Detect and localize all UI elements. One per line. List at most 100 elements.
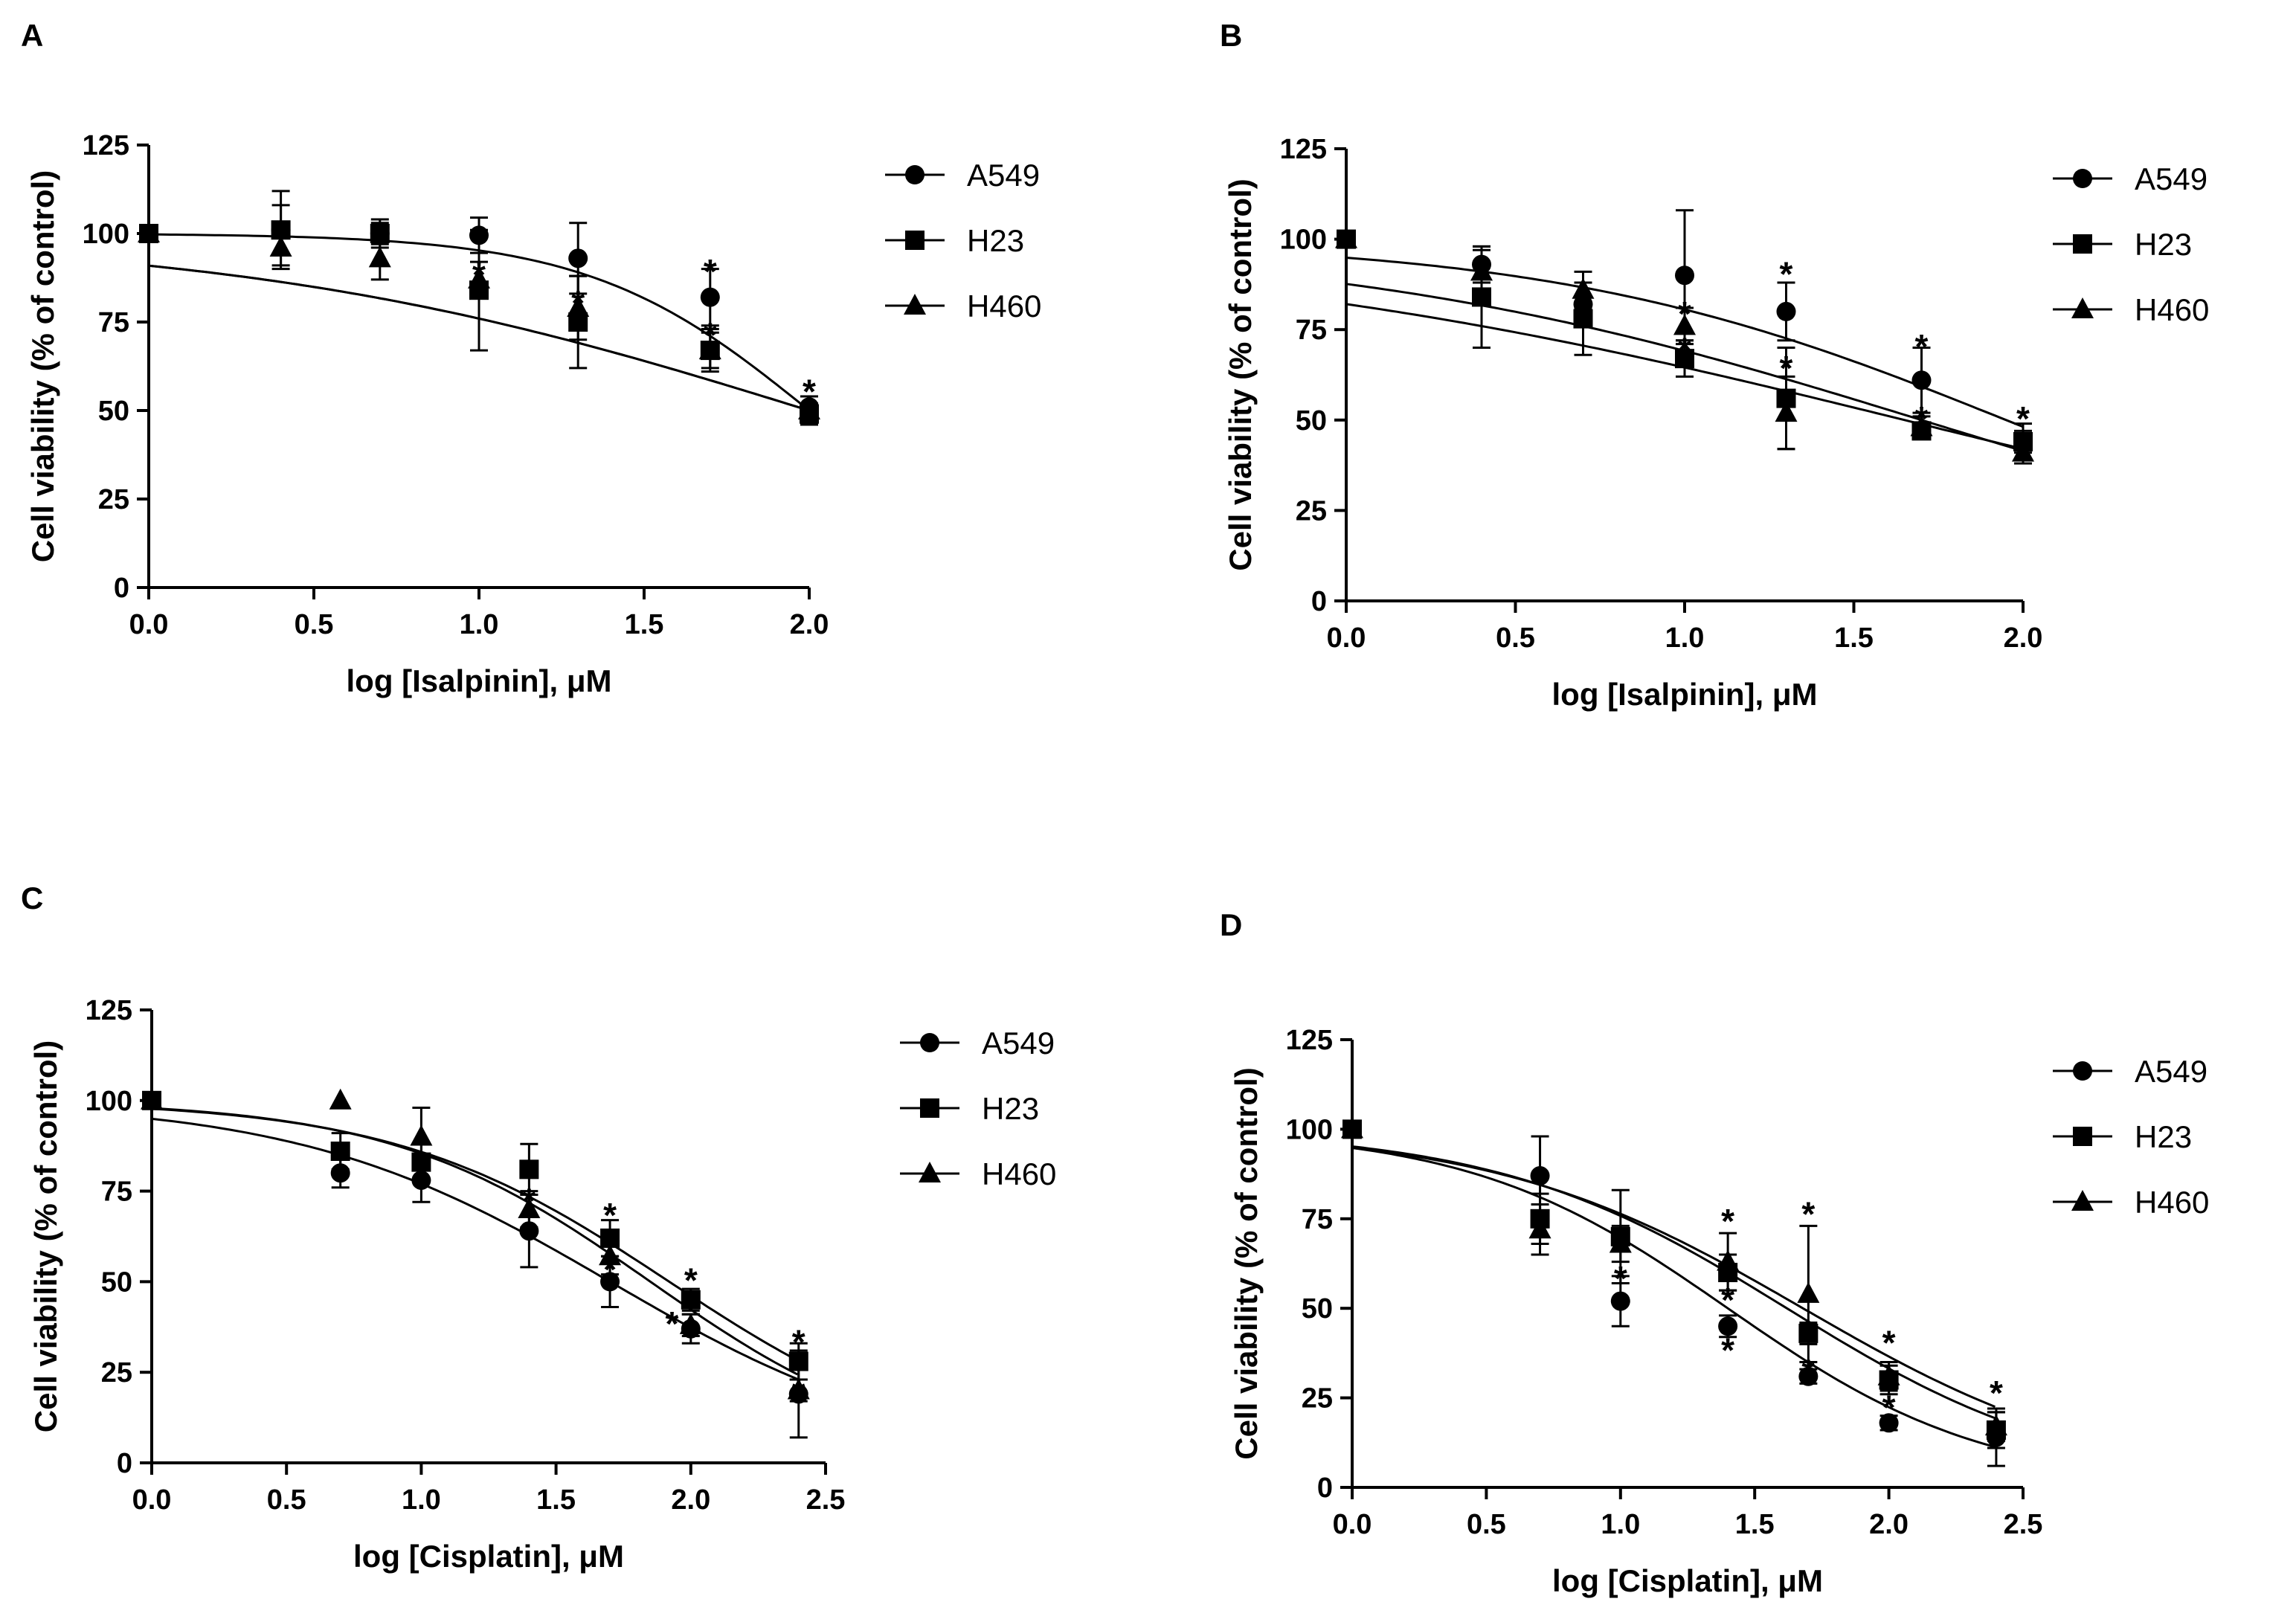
data-point bbox=[410, 1124, 433, 1146]
x-tick-label: 2.0 bbox=[790, 609, 829, 640]
data-point bbox=[368, 246, 391, 268]
significance-star: * bbox=[1882, 1388, 1896, 1426]
y-tick-label: 125 bbox=[1280, 134, 1327, 165]
significance-star: * bbox=[1990, 1374, 2003, 1412]
x-tick-label: 0.0 bbox=[1327, 622, 1366, 654]
fit-curve bbox=[1345, 283, 2024, 452]
legend-marker bbox=[2073, 1061, 2092, 1081]
fit-curve bbox=[151, 1107, 799, 1362]
series-h460 bbox=[138, 222, 820, 419]
significance-star: * bbox=[1678, 295, 1691, 333]
fit-curve bbox=[1351, 1145, 1996, 1420]
data-point bbox=[519, 1159, 539, 1180]
x-tick-label: 2.0 bbox=[671, 1484, 710, 1516]
significance-star: * bbox=[704, 252, 717, 291]
significance-star: * bbox=[1721, 1202, 1734, 1240]
legend-marker bbox=[920, 1098, 939, 1118]
legend-label: A549 bbox=[2135, 161, 2207, 196]
x-tick-label: 1.5 bbox=[1735, 1509, 1775, 1540]
legend-label: H460 bbox=[2135, 292, 2209, 327]
legend-item-h460: H460 bbox=[2053, 292, 2209, 327]
x-tick-label: 0.0 bbox=[129, 609, 169, 640]
series-h23 bbox=[1342, 1119, 2006, 1449]
x-axis-title: log [Cisplatin], μM bbox=[1552, 1563, 1823, 1598]
data-point bbox=[787, 1378, 810, 1400]
data-point bbox=[269, 236, 292, 257]
data-point bbox=[1470, 260, 1493, 281]
x-tick-label: 0.5 bbox=[1496, 622, 1535, 654]
data-point bbox=[1717, 1249, 1740, 1271]
legend-item-h23: H23 bbox=[2053, 1119, 2192, 1154]
data-point bbox=[700, 287, 720, 307]
data-point bbox=[1775, 401, 1798, 422]
significance-star: * bbox=[522, 1181, 536, 1220]
x-tick-label: 1.0 bbox=[1665, 622, 1705, 654]
legend-item-a549: A549 bbox=[2053, 161, 2207, 196]
legend-marker bbox=[920, 1033, 939, 1052]
legend-label: H460 bbox=[967, 289, 1041, 324]
data-point bbox=[1718, 1316, 1738, 1336]
legend-item-h23: H23 bbox=[2053, 227, 2192, 262]
significance-star: * bbox=[1915, 327, 1929, 366]
significance-star: * bbox=[603, 1250, 617, 1289]
significance-star: * bbox=[571, 284, 585, 323]
data-point bbox=[599, 1244, 622, 1266]
data-point bbox=[518, 1197, 541, 1218]
data-point bbox=[1675, 265, 1694, 286]
legend-item-h460: H460 bbox=[900, 1156, 1056, 1191]
legend-marker bbox=[2073, 169, 2092, 188]
y-tick-label: 125 bbox=[86, 995, 132, 1026]
legend-item-h23: H23 bbox=[885, 223, 1024, 258]
data-point bbox=[798, 399, 820, 419]
panel-d: D 0 25 50 75 100 125 0.0 0.5 1.0 1.5 2.0 2.5 log [Cis… bbox=[1220, 907, 2209, 1598]
y-tick-label: 50 bbox=[101, 1267, 132, 1298]
series-h23 bbox=[139, 204, 819, 426]
legend-marker bbox=[905, 231, 924, 250]
data-point bbox=[1530, 1166, 1550, 1186]
data-point bbox=[1911, 370, 1932, 390]
data-point bbox=[329, 1088, 352, 1110]
significance-star: * bbox=[1882, 1324, 1896, 1362]
y-tick-label: 50 bbox=[1302, 1293, 1333, 1325]
panel-a: A 0 25 50 75 100 125 0.0 0.5 1.0 1.5 2.0 log [Isalpi… bbox=[21, 18, 1041, 698]
x-tick-label: 1.5 bbox=[625, 609, 664, 640]
legend-label: A549 bbox=[967, 158, 1040, 193]
y-tick-label: 100 bbox=[86, 1086, 132, 1117]
panel-label: C bbox=[21, 881, 43, 915]
legend: A549 H23 H460 bbox=[2053, 161, 2209, 327]
y-axis-title: Cell viability (% of control) bbox=[1223, 178, 1258, 570]
data-point bbox=[1609, 1232, 1632, 1253]
series-a549 bbox=[1342, 1119, 2006, 1467]
data-point bbox=[1673, 314, 1696, 335]
x-axis-title: log [Isalpinin], μM bbox=[1552, 677, 1818, 712]
legend-item-h460: H460 bbox=[885, 289, 1041, 324]
significance-star: * bbox=[472, 256, 486, 295]
fit-curve bbox=[151, 1117, 798, 1380]
series-h460 bbox=[141, 1088, 810, 1403]
significance-star: * bbox=[1678, 331, 1691, 370]
significance-star: * bbox=[1614, 1259, 1627, 1298]
legend-label: H460 bbox=[982, 1156, 1056, 1191]
data-point bbox=[1798, 1366, 1819, 1386]
legend-label: H23 bbox=[967, 223, 1024, 258]
x-tick-label: 1.5 bbox=[1834, 622, 1874, 654]
panel-label: D bbox=[1220, 907, 1242, 942]
legend-label: H23 bbox=[982, 1091, 1039, 1126]
x-tick-label: 2.0 bbox=[1869, 1509, 1908, 1540]
data-point bbox=[788, 1351, 808, 1371]
series-h460 bbox=[1335, 227, 2034, 465]
data-point bbox=[330, 1142, 350, 1162]
data-point bbox=[330, 1163, 350, 1183]
significance-star: * bbox=[2016, 399, 2030, 438]
y-tick-label: 0 bbox=[1311, 586, 1327, 617]
y-tick-label: 100 bbox=[1286, 1114, 1333, 1145]
fit-curve bbox=[148, 264, 810, 412]
data-point bbox=[1910, 415, 1933, 437]
data-point bbox=[468, 267, 490, 289]
significance-star: * bbox=[1780, 349, 1793, 387]
fit-curve bbox=[1351, 1147, 1996, 1408]
significance-star: * bbox=[792, 1374, 805, 1412]
x-axis-title: log [Isalpinin], μM bbox=[347, 663, 612, 698]
series-h460 bbox=[1341, 1117, 2007, 1442]
